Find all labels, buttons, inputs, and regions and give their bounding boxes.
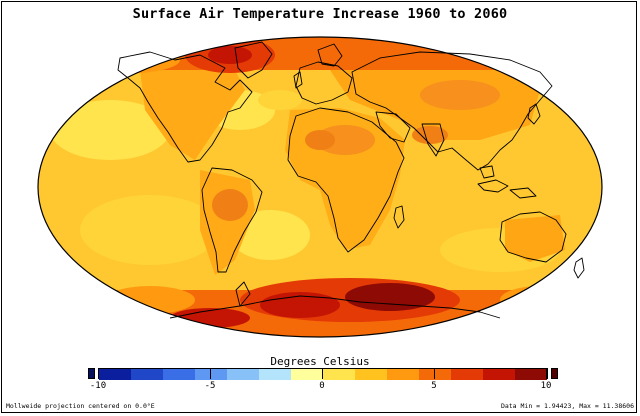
colorbar-segment [163,369,195,380]
coastline-north-america [117,51,253,163]
colorbar-tick [434,368,435,379]
coastline-madagascar [393,205,405,229]
coastlines [117,41,585,319]
colorbar [88,368,558,380]
hot-spot-sahara [315,125,375,155]
coastline-japan [527,103,541,125]
hot-spot-south-asia [412,126,448,144]
coastline-scandinavia [317,43,343,67]
colorbar-segment [355,369,387,380]
colorbar-over-swatch [551,368,558,379]
colorbar-tick-label: 0 [319,381,325,391]
arctic-warming-band [38,37,602,70]
colorbar-segment [451,369,483,380]
warm-zone-australia [505,215,565,262]
cool-spot-atlantic [258,90,302,110]
coastline-arabia [375,111,411,143]
coastline-india [421,123,445,157]
colorbar-tick-label: 10 [540,381,552,391]
southern-ocean-warm-zone [105,286,195,314]
antarctic-extreme-east [345,283,435,311]
arctic-hot-spot-siberia [330,37,510,59]
hot-spot-west-africa [305,130,335,150]
temperature-field [38,37,602,337]
coastline-asia [351,51,553,171]
coastline-antarctic-peninsula [235,281,251,307]
coastline-australia [499,211,567,263]
coastline-borneo [479,165,495,179]
colorbar-segment [419,369,451,380]
map-title: Surface Air Temperature Increase 1960 to… [132,6,508,22]
colorbar-tick-label: -10 [89,381,107,391]
coastline-uk [293,71,303,89]
coastline-indonesia [477,179,509,193]
projection-note: Mollweide projection centered on 0.0°E [6,402,155,410]
cool-zone-south-pacific [80,195,220,265]
coastline-new-guinea [509,187,537,199]
hot-spot-central-asia [420,80,500,110]
colorbar-title: Degrees Celsius [270,355,370,368]
colorbar-under-swatch [88,368,95,379]
coastline-south-america [201,167,263,273]
data-range-note: Data Min = 1.94423, Max = 11.38606 [500,402,634,410]
colorbar-segment [227,369,259,380]
colorbar-segment [195,369,227,380]
cool-zone-north-pacific [50,100,170,160]
southern-ocean-warm-zone-east [500,286,580,314]
coastline-greenland [234,41,273,79]
coastline-europe [295,61,353,105]
warm-zone-north-america [140,60,245,160]
colorbar-segment [483,369,515,380]
colorbar-segment [515,369,547,380]
globe-outline [37,36,603,338]
colorbar-segment [387,369,419,380]
colorbar-tick [546,368,547,379]
hot-spot-amazon [212,189,248,221]
colorbar-tick-label: 5 [431,381,437,391]
colorbar-scale [98,368,548,380]
coastline-new-zealand [573,257,585,279]
colorbar-segment [99,369,131,380]
colorbar-segment [323,369,355,380]
colorbar-segment [259,369,291,380]
colorbar-segment [291,369,323,380]
coastline-antarctica [169,295,501,319]
colorbar-tick [210,368,211,379]
colorbar-tick [98,368,99,379]
arctic-extreme-spot [208,46,252,64]
coastline-africa [287,107,405,253]
colorbar-tick-label: -5 [204,381,216,391]
colorbar-tick [322,368,323,379]
colorbar-segment [131,369,163,380]
